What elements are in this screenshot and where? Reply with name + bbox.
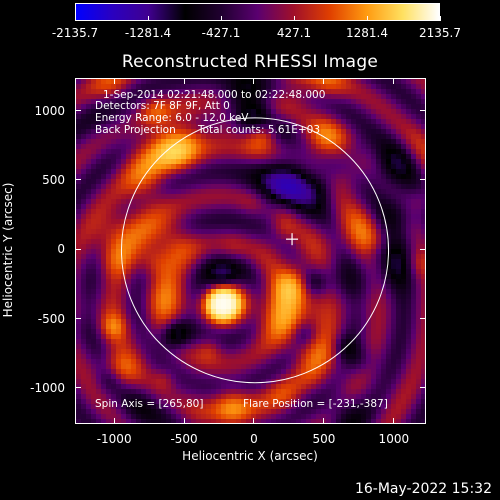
colorbar-tick-label: 2135.7 [419,26,461,40]
colorbar-tick-label: 427.1 [276,26,312,40]
x-tick-mark [183,418,185,424]
x-tick-label: -500 [170,432,198,446]
colorbar [75,3,440,21]
y-tick-label: -500 [37,311,65,326]
x-tick-label: 1000 [378,432,410,446]
colorbar-tick [293,16,295,21]
y-tick-mark [420,110,426,112]
colorbar-tick-label: -2135.7 [51,26,99,40]
colorbar-tick [366,16,368,21]
x-tick-mark [323,78,325,84]
x-tick-mark [393,418,395,424]
y-tick-label: 0 [57,242,65,257]
y-tick-label: 500 [42,172,65,187]
spin-axis-cross-marker [286,233,299,246]
solar-limb-circle [120,117,390,384]
y-tick-mark [420,179,426,181]
colorbar-tick [74,16,76,21]
y-tick-mark [75,179,81,181]
colorbar-tick [439,16,441,21]
x-tick-label: -1000 [96,432,132,446]
time-range-label: 1-Sep-2014 02:21:48.000 to 02:22:48.000 [103,89,326,101]
x-tick-mark [113,78,115,84]
x-tick-mark [113,418,115,424]
flare-position-label: Flare Position = [-231,-387] [243,398,388,410]
spin-axis-label: Spin Axis = [265,80] [95,398,204,410]
energy-range-label: Energy Range: 6.0 - 12.0 keV [95,112,249,124]
y-tick-label: 1000 [34,103,65,118]
colorbar-tick-label: -1281.4 [124,26,172,40]
total-counts-label: Total counts: 5.61E+03 [198,124,321,136]
heatmap-canvas [76,79,425,423]
x-tick-mark [393,78,395,84]
detectors-label: Detectors: 7F 8F 9F, Att 0 [95,100,230,112]
colorbar-tick [147,16,149,21]
y-tick-mark [420,318,426,320]
colorbar-tick-label: 1281.4 [346,26,388,40]
colorbar-tick-label: -427.1 [201,26,241,40]
image-plot[interactable] [75,78,426,424]
x-tick-mark [253,418,255,424]
footer-date: 16-May-2022 15:32 [354,481,492,497]
colorbar-tick [220,16,222,21]
y-axis-label: Heliocentric Y (arcsec) [1,182,15,318]
x-tick-mark [253,78,255,84]
x-tick-mark [183,78,185,84]
y-tick-mark [75,110,81,112]
y-tick-mark [75,318,81,320]
image-title: Reconstructed RHESSI Image [121,52,379,72]
heatmap-cells [76,79,425,423]
x-tick-mark [323,418,325,424]
x-axis-label: Heliocentric X (arcsec) [182,449,318,463]
y-tick-mark [420,248,426,250]
method-label: Back Projection [95,124,176,136]
y-tick-label: -1000 [30,380,65,395]
x-tick-label: 0 [250,432,258,446]
x-tick-label: 500 [312,432,336,446]
y-tick-mark [75,387,81,389]
y-tick-mark [75,248,81,250]
y-tick-mark [420,387,426,389]
